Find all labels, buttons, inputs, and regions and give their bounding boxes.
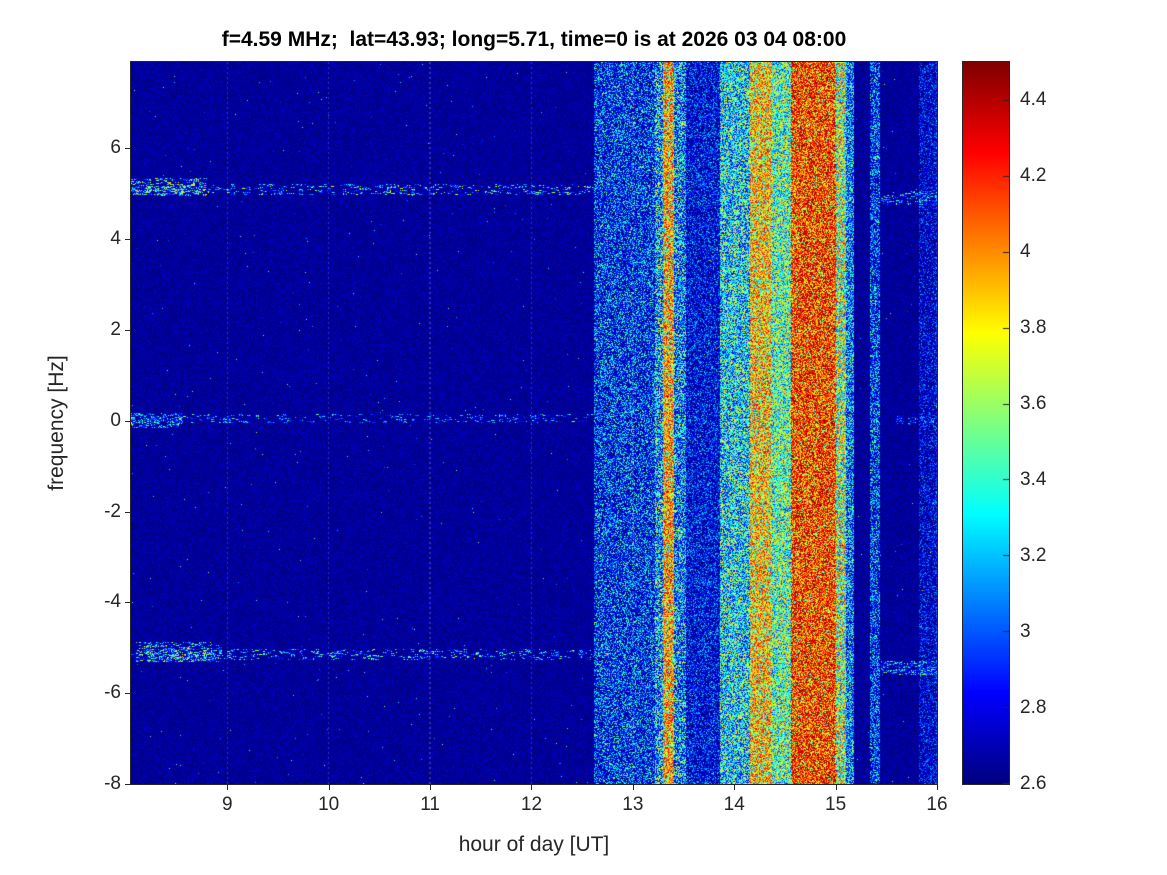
- y-tick-label: -6: [104, 682, 121, 704]
- y-axis-label: frequency [Hz]: [45, 355, 68, 491]
- x-tick-label: 14: [723, 794, 745, 815]
- x-tick-mark: [328, 785, 330, 790]
- y-tick-label: 6: [110, 137, 121, 159]
- x-axis-label: hour of day [UT]: [458, 833, 610, 856]
- colorbar-tick-label: 3.6: [1020, 393, 1047, 414]
- x-tick-mark: [430, 785, 432, 790]
- colorbar-canvas: [962, 61, 1010, 785]
- colorbar-tick-label: 2.8: [1020, 697, 1047, 718]
- colorbar-tick-label: 3: [1020, 621, 1031, 642]
- y-tick-mark: [125, 239, 130, 241]
- y-tick-label: 4: [110, 228, 121, 250]
- y-tick-mark: [125, 329, 130, 331]
- x-tick-label: 16: [926, 794, 948, 815]
- x-tick-mark: [835, 785, 837, 790]
- colorbar-tick-label: 2.6: [1020, 773, 1047, 794]
- y-tick-mark: [125, 420, 130, 422]
- y-tick-mark: [125, 602, 130, 604]
- y-tick-label: -4: [104, 591, 121, 613]
- x-tick-label: 15: [825, 794, 847, 815]
- x-tick-label: 9: [222, 794, 233, 815]
- colorbar-tick-label: 3.2: [1020, 545, 1047, 566]
- x-tick-mark: [734, 785, 736, 790]
- y-tick-mark: [125, 693, 130, 695]
- x-tick-mark: [937, 785, 938, 790]
- colorbar-tick-label: 3.4: [1020, 469, 1047, 490]
- x-tick-label: 11: [420, 794, 440, 815]
- colorbar-tick-label: 4: [1020, 241, 1031, 262]
- x-tick-label: 10: [318, 794, 340, 815]
- x-tick-mark: [531, 785, 533, 790]
- colorbar-tick-label: 4.2: [1020, 165, 1047, 186]
- colorbar-tick-label: 3.8: [1020, 317, 1047, 338]
- x-tick-label: 12: [520, 794, 543, 815]
- y-tick-mark: [125, 148, 130, 150]
- heatmap-canvas: [130, 61, 938, 785]
- y-tick-mark: [125, 511, 130, 513]
- plot-title: f=4.59 MHz; lat=43.93; long=5.71, time=0…: [221, 28, 847, 51]
- x-tick-mark: [632, 785, 634, 790]
- y-tick-label: 2: [110, 318, 121, 340]
- y-tick-label: -2: [104, 500, 121, 522]
- y-tick-label: -8: [104, 773, 121, 794]
- x-tick-mark: [227, 785, 229, 790]
- x-tick-label: 13: [622, 794, 644, 815]
- y-tick-label: 0: [110, 409, 121, 431]
- colorbar-tick-label: 4.4: [1020, 89, 1047, 110]
- y-tick-mark: [125, 784, 130, 785]
